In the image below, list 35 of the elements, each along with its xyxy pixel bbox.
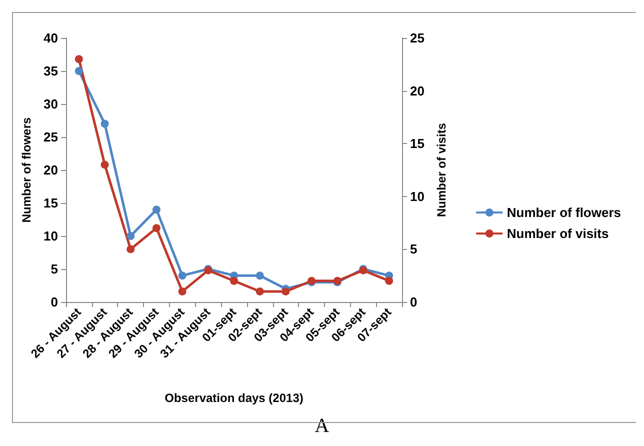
- y-tick-label: 0: [50, 294, 58, 310]
- legend-label: Number of flowers: [506, 205, 621, 220]
- y2-tick-label: 5: [410, 242, 418, 257]
- y2-tick-label: 20: [410, 83, 424, 98]
- y2-tick-label: 15: [410, 136, 424, 152]
- point: [230, 276, 238, 285]
- point: [178, 272, 186, 280]
- point: [385, 276, 394, 285]
- y-tick-label: 40: [44, 30, 58, 46]
- point: [74, 55, 83, 64]
- point: [282, 287, 290, 296]
- point: [100, 160, 109, 169]
- y-tick-label: 25: [44, 130, 58, 144]
- y-tick-label: 30: [44, 96, 58, 112]
- y-tick-label: 20: [44, 162, 58, 178]
- point: [256, 272, 264, 280]
- point: [152, 206, 160, 214]
- point: [74, 67, 83, 75]
- x-axis-title: Observation days (2013): [164, 391, 304, 405]
- point: [178, 287, 186, 296]
- point: [256, 287, 264, 296]
- legend-label: Number of visits: [506, 226, 609, 241]
- y2-tick-label: 0: [410, 294, 418, 310]
- point: [126, 245, 135, 254]
- y2-tick-label: 10: [410, 188, 424, 204]
- point: [152, 224, 160, 232]
- y-axis-title: Number of flowers: [20, 117, 34, 223]
- y-tick-label: 35: [44, 64, 58, 78]
- point: [100, 120, 109, 128]
- y2-axis-title: Number of visits: [434, 122, 448, 218]
- y2-tick-label: 25: [410, 30, 424, 46]
- point: [126, 232, 135, 240]
- y-tick-label: 5: [50, 262, 58, 276]
- y-tick-label: 10: [44, 228, 58, 244]
- y-tick-label: 15: [44, 196, 58, 210]
